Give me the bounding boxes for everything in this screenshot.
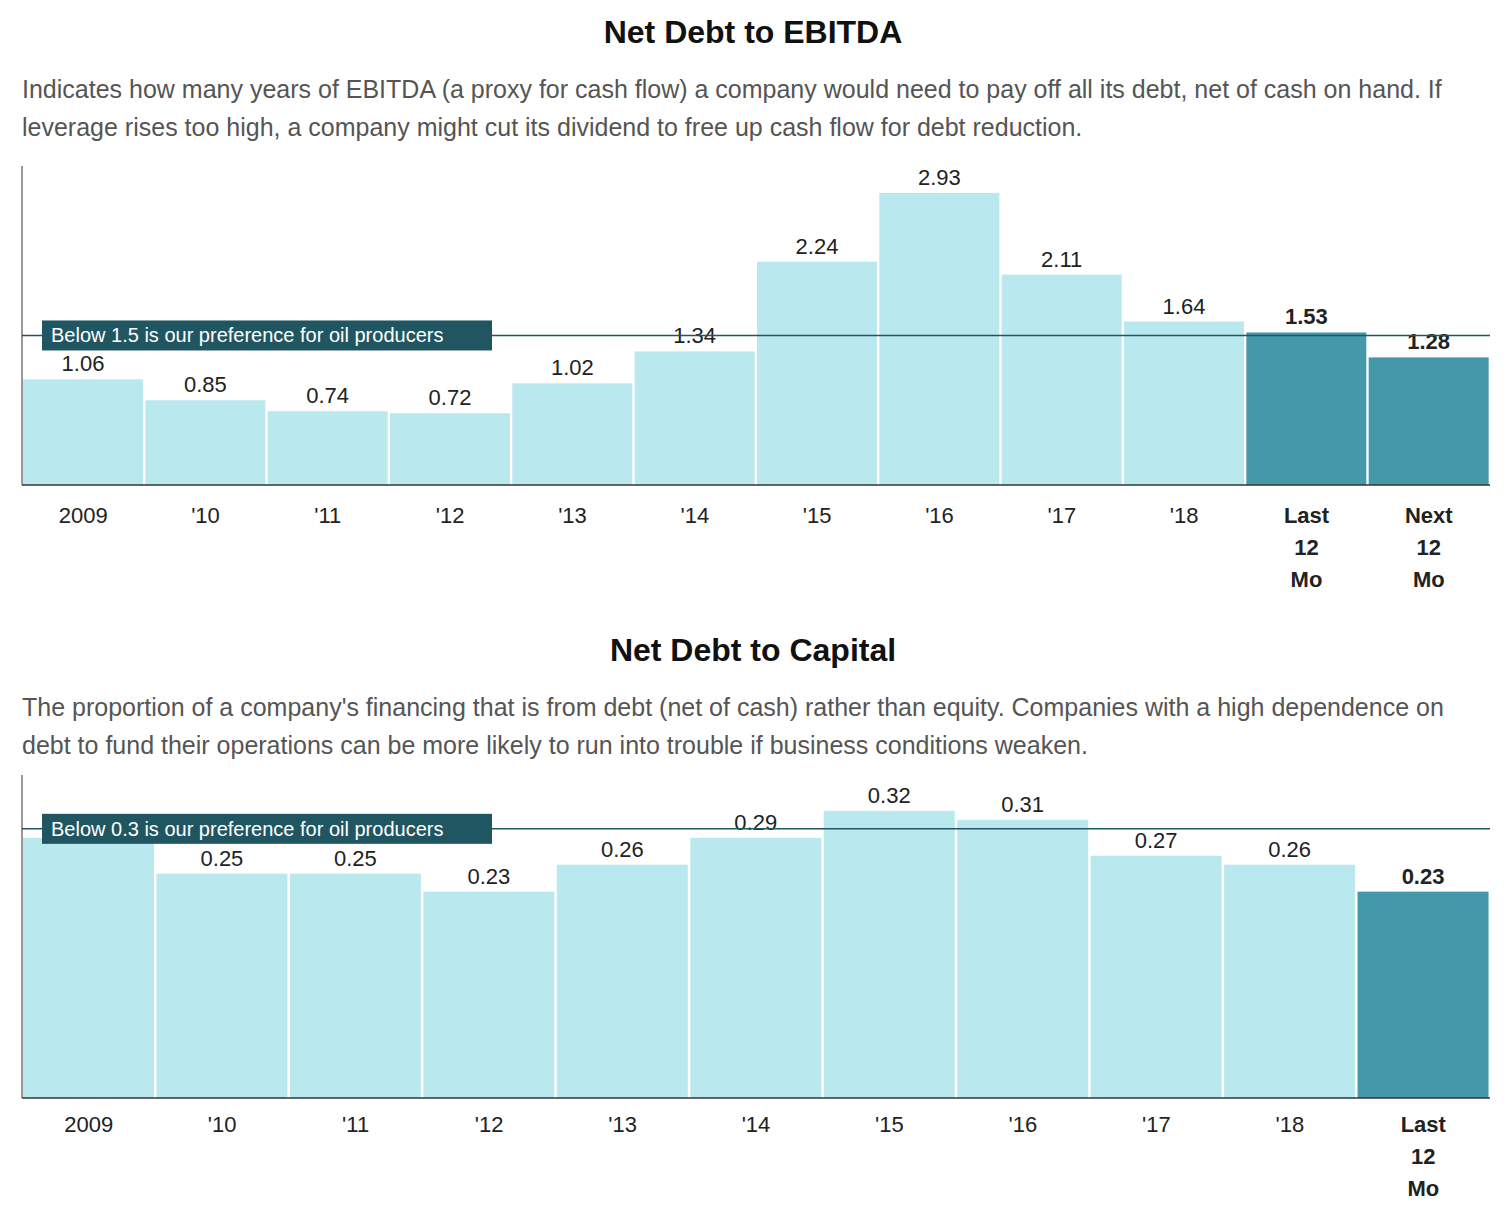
svg-text:'17: '17 xyxy=(1047,503,1076,528)
html-text:Indicates how many years of EB: Indicates how many years of EBITDA (a pr… xyxy=(22,75,1442,141)
svg-text:Last12Mo: Last12Mo xyxy=(1284,503,1330,592)
svg-text:1.53: 1.53 xyxy=(1285,304,1328,329)
svg-text:0.32: 0.32 xyxy=(868,783,911,808)
html-text:Net Debt to Capital: Net Debt to Capital xyxy=(609,632,897,668)
svg-text:0.85: 0.85 xyxy=(184,372,227,397)
svg-text:0.23: 0.23 xyxy=(467,864,510,889)
html-text:The proportion of a company's: The proportion of a company's financing … xyxy=(22,693,1444,759)
svg-text:2009: 2009 xyxy=(59,503,108,528)
svg-text:'13: '13 xyxy=(558,503,587,528)
svg-text:'14: '14 xyxy=(742,1112,771,1137)
svg-text:'16: '16 xyxy=(1009,1112,1038,1137)
svg-text:'10: '10 xyxy=(191,503,220,528)
svg-text:Next12Mo: Next12Mo xyxy=(1405,503,1453,592)
svg-text:0.25: 0.25 xyxy=(201,846,244,871)
svg-text:2009: 2009 xyxy=(64,1112,113,1137)
svg-text:2.11: 2.11 xyxy=(1041,247,1082,272)
svg-text:1.02: 1.02 xyxy=(551,355,594,380)
svg-text:Below 1.5 is our preference fo: Below 1.5 is our preference for oil prod… xyxy=(51,324,443,346)
svg-text:'11: '11 xyxy=(342,1112,369,1137)
svg-text:'15: '15 xyxy=(875,1112,904,1137)
svg-text:'18: '18 xyxy=(1170,503,1199,528)
svg-text:0.27: 0.27 xyxy=(1135,828,1178,853)
svg-text:'12: '12 xyxy=(475,1112,504,1137)
svg-text:'15: '15 xyxy=(803,503,832,528)
svg-text:'13: '13 xyxy=(608,1112,637,1137)
svg-text:Below 0.3 is our preference fo: Below 0.3 is our preference for oil prod… xyxy=(51,818,443,840)
svg-text:1.34: 1.34 xyxy=(673,323,717,349)
svg-text:0.25: 0.25 xyxy=(334,846,377,871)
svg-text:'10: '10 xyxy=(208,1112,237,1137)
svg-text:0.74: 0.74 xyxy=(306,383,349,408)
svg-text:1.28: 1.28 xyxy=(1407,329,1450,354)
svg-text:0.72: 0.72 xyxy=(429,385,472,410)
svg-text:1.06: 1.06 xyxy=(62,351,105,376)
svg-text:0.31: 0.31 xyxy=(1001,792,1044,817)
svg-text:'11: '11 xyxy=(314,503,341,528)
svg-text:0.23: 0.23 xyxy=(1402,864,1445,889)
svg-text:'18: '18 xyxy=(1275,1112,1304,1137)
html-text:Net Debt to EBITDA: Net Debt to EBITDA xyxy=(603,14,903,50)
svg-text:2.24: 2.24 xyxy=(796,234,839,259)
svg-text:0.26: 0.26 xyxy=(601,837,644,862)
svg-text:Last12Mo: Last12Mo xyxy=(1401,1112,1447,1201)
svg-text:1.64: 1.64 xyxy=(1163,294,1206,319)
svg-text:0.26: 0.26 xyxy=(1268,837,1311,862)
svg-text:'16: '16 xyxy=(925,503,954,528)
svg-text:0.29: 0.29 xyxy=(734,810,777,835)
svg-text:'12: '12 xyxy=(436,503,465,528)
svg-text:'17: '17 xyxy=(1142,1112,1171,1137)
svg-text:2.93: 2.93 xyxy=(918,166,961,190)
svg-text:'14: '14 xyxy=(680,503,709,528)
